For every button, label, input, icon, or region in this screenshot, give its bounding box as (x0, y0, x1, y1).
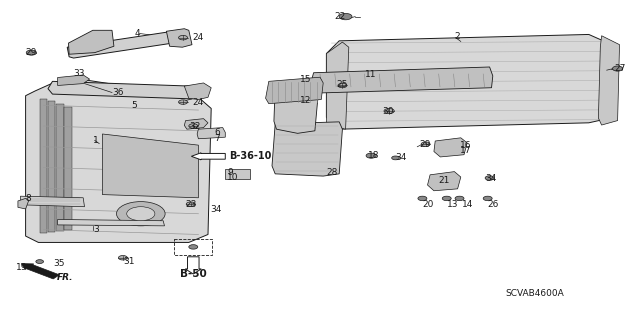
FancyArrow shape (186, 257, 201, 274)
Text: 8: 8 (26, 194, 31, 203)
Polygon shape (102, 134, 198, 198)
Polygon shape (56, 104, 63, 231)
Text: 7: 7 (214, 134, 220, 143)
Text: 28: 28 (326, 168, 338, 177)
Polygon shape (68, 30, 114, 54)
Polygon shape (598, 36, 620, 125)
Polygon shape (272, 122, 342, 176)
FancyArrow shape (21, 263, 60, 279)
Text: 29: 29 (419, 140, 431, 149)
Circle shape (455, 196, 464, 201)
Text: 23: 23 (186, 200, 197, 209)
Circle shape (179, 35, 188, 40)
Text: 34: 34 (485, 174, 497, 183)
Circle shape (421, 142, 430, 146)
Text: 12: 12 (300, 96, 311, 105)
Text: 5: 5 (131, 101, 137, 110)
Text: B-36-10: B-36-10 (229, 151, 271, 161)
Circle shape (339, 13, 352, 20)
Text: B-50: B-50 (180, 269, 207, 279)
Text: 18: 18 (368, 151, 380, 160)
Polygon shape (266, 77, 323, 104)
Text: 26: 26 (488, 200, 499, 209)
Text: 3: 3 (93, 225, 99, 234)
Text: 9: 9 (227, 168, 233, 177)
Text: 24: 24 (192, 98, 204, 107)
Text: 14: 14 (462, 200, 474, 209)
Polygon shape (326, 34, 618, 129)
Text: 36: 36 (112, 88, 124, 97)
Polygon shape (64, 107, 72, 230)
Polygon shape (26, 79, 211, 242)
Circle shape (366, 153, 376, 158)
Polygon shape (20, 196, 84, 207)
Text: SCVAB4600A: SCVAB4600A (505, 289, 564, 298)
Polygon shape (274, 81, 319, 133)
Text: 33: 33 (74, 69, 85, 78)
Circle shape (179, 100, 188, 104)
Text: 31: 31 (124, 257, 135, 266)
Text: 30: 30 (383, 107, 394, 115)
Polygon shape (67, 31, 182, 58)
Text: 32: 32 (189, 122, 200, 130)
Text: 13: 13 (447, 200, 458, 209)
Text: 11: 11 (365, 70, 376, 78)
Text: 34: 34 (210, 205, 221, 214)
Circle shape (338, 83, 347, 88)
Polygon shape (184, 83, 211, 100)
Text: 19: 19 (16, 263, 28, 272)
Polygon shape (58, 75, 90, 85)
Text: 22: 22 (334, 12, 346, 21)
Text: 35: 35 (53, 259, 65, 268)
Circle shape (127, 207, 155, 221)
Text: 25: 25 (336, 80, 348, 89)
Text: 34: 34 (396, 153, 407, 162)
Text: 6: 6 (214, 128, 220, 137)
Circle shape (116, 202, 165, 226)
Polygon shape (428, 172, 461, 191)
Bar (174, 239, 212, 255)
Circle shape (186, 202, 195, 206)
Polygon shape (58, 219, 164, 226)
Circle shape (384, 108, 394, 114)
Bar (225, 169, 250, 179)
Polygon shape (48, 101, 56, 232)
Text: 24: 24 (192, 33, 204, 42)
Polygon shape (326, 42, 349, 129)
Polygon shape (48, 81, 197, 99)
Text: 10: 10 (227, 173, 239, 182)
Circle shape (392, 156, 399, 160)
Circle shape (189, 124, 198, 128)
Text: 4: 4 (134, 29, 140, 38)
Circle shape (118, 256, 127, 260)
Polygon shape (166, 29, 192, 47)
Text: 21: 21 (438, 176, 450, 185)
Circle shape (483, 196, 492, 201)
Text: 2: 2 (454, 32, 460, 41)
Text: 27: 27 (614, 64, 626, 73)
Polygon shape (184, 119, 208, 129)
Circle shape (612, 66, 623, 71)
Polygon shape (40, 99, 47, 233)
Text: 16: 16 (460, 141, 471, 150)
Polygon shape (434, 138, 467, 157)
Text: 29: 29 (26, 48, 37, 57)
Circle shape (418, 196, 427, 201)
Text: 1: 1 (93, 136, 99, 145)
Circle shape (26, 50, 36, 55)
Text: 17: 17 (460, 146, 471, 155)
Polygon shape (197, 128, 225, 139)
Text: 20: 20 (422, 200, 434, 209)
Text: FR.: FR. (56, 273, 73, 282)
Circle shape (189, 245, 198, 249)
Circle shape (485, 176, 494, 180)
FancyArrow shape (191, 153, 225, 160)
Text: 15: 15 (300, 75, 311, 84)
Circle shape (442, 196, 451, 201)
Polygon shape (18, 198, 29, 209)
Circle shape (36, 260, 44, 263)
Polygon shape (310, 67, 493, 93)
